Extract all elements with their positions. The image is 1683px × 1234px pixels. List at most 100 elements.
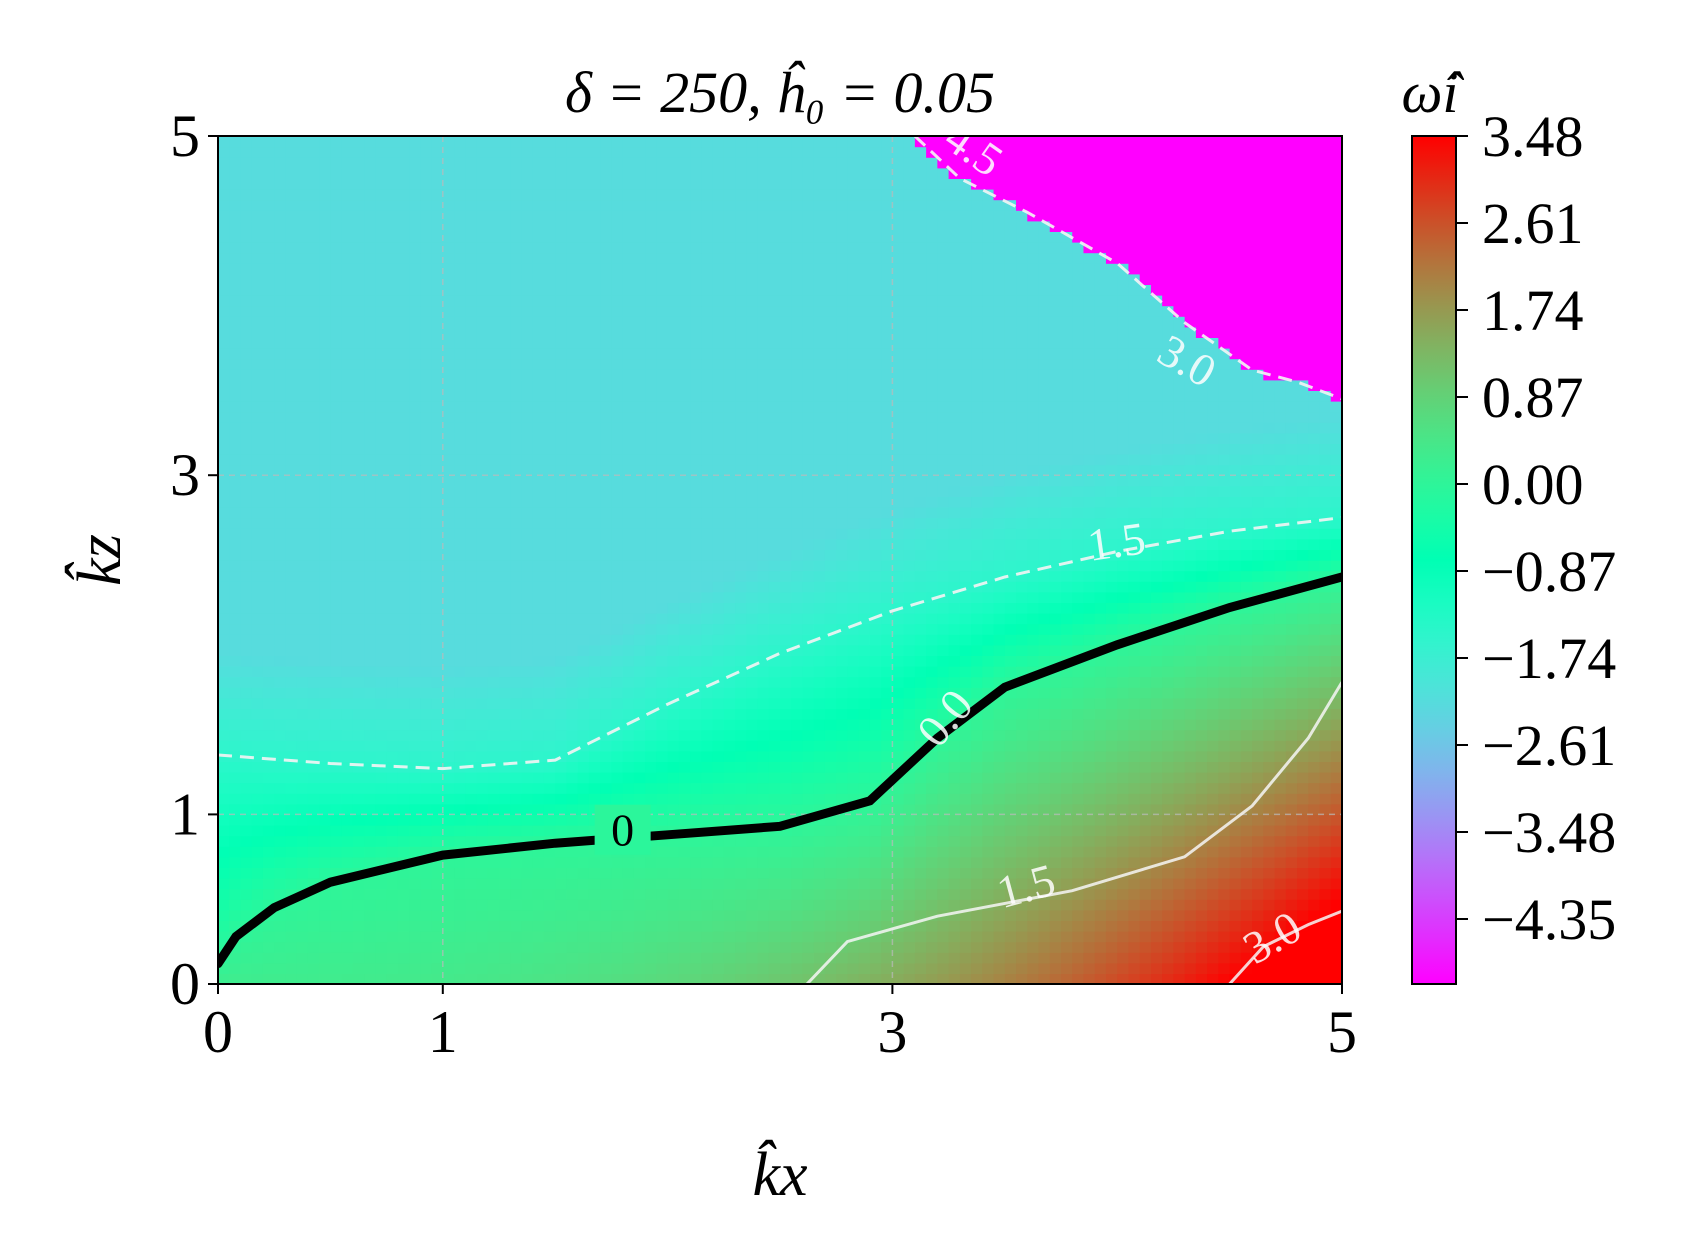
heatmap-cell [836, 507, 849, 519]
heatmap-cell [307, 602, 320, 614]
heatmap-cell [1252, 538, 1264, 550]
heatmap-cell [1297, 803, 1309, 815]
heatmap-cell [454, 729, 466, 741]
heatmap-cell [1240, 835, 1253, 847]
heatmap-cell [847, 602, 860, 614]
heatmap-cell [1252, 803, 1264, 815]
heatmap-cell [499, 899, 511, 911]
heatmap-cell [1263, 613, 1276, 625]
heatmap-cell [251, 761, 264, 773]
heatmap-cell [555, 740, 568, 752]
heatmap-cell [633, 687, 646, 699]
heatmap-cell [926, 814, 938, 826]
heatmap-cell [397, 581, 410, 593]
heatmap-cell [858, 538, 871, 550]
heatmap-cell [1184, 973, 1197, 984]
heatmap-cell [1330, 931, 1342, 943]
heatmap-cell [476, 729, 489, 741]
heatmap-cell [420, 814, 433, 826]
heatmap-cell [555, 560, 568, 572]
heatmap-cell [1105, 507, 1118, 519]
heatmap-cell [409, 931, 421, 943]
heatmap-cell [959, 962, 972, 974]
heatmap-cell [914, 941, 927, 953]
heatmap-cell [442, 814, 455, 826]
heatmap-cell [1004, 517, 1017, 529]
heatmap-cell [1004, 793, 1017, 805]
heatmap-cell [1195, 538, 1208, 550]
heatmap-cell [780, 803, 792, 815]
heatmap-cell [1319, 644, 1332, 656]
heatmap-cell [903, 803, 916, 815]
heatmap-cell [1207, 560, 1219, 572]
heatmap-cell [768, 962, 781, 974]
heatmap-cell [1207, 623, 1219, 635]
heatmap-cell [1162, 835, 1174, 847]
heatmap-cell [454, 825, 466, 837]
heatmap-cell [1150, 581, 1163, 593]
heatmap-cell [780, 761, 792, 773]
heatmap-cell [577, 655, 590, 667]
heatmap-cell [1049, 899, 1062, 911]
heatmap-cell [690, 613, 702, 625]
heatmap-cell [1016, 952, 1028, 964]
heatmap-cell [1319, 517, 1332, 529]
heatmap-cell [364, 496, 376, 508]
heatmap-cell [1240, 644, 1253, 656]
heatmap-cell [757, 708, 770, 720]
heatmap-cell [780, 623, 792, 635]
heatmap-cell [892, 761, 905, 773]
heatmap-cell [746, 644, 759, 656]
heatmap-cell [645, 602, 657, 614]
heatmap-cell [1240, 560, 1253, 572]
heatmap-cell [588, 909, 601, 921]
heatmap-cell [588, 634, 601, 646]
heatmap-cell [262, 634, 275, 646]
heatmap-cell [577, 538, 590, 550]
heatmap-cell [1049, 941, 1062, 953]
heatmap-cell [364, 475, 376, 487]
heatmap-cell [892, 634, 905, 646]
heatmap-cell [858, 697, 871, 709]
heatmap-cell [1139, 973, 1152, 984]
heatmap-cell [442, 856, 455, 868]
heatmap-cell [218, 814, 230, 826]
heatmap-cell [352, 687, 365, 699]
heatmap-cell [510, 920, 523, 932]
heatmap-cell [543, 560, 556, 572]
heatmap-cell [971, 676, 983, 688]
heatmap-cell [690, 676, 702, 688]
heatmap-cell [1184, 634, 1197, 646]
heatmap-cell [1004, 878, 1017, 890]
heatmap-cell [1139, 464, 1152, 476]
heatmap-cell [454, 952, 466, 964]
heatmap-cell [386, 464, 399, 476]
heatmap-cell [409, 782, 421, 794]
heatmap-cell [971, 856, 983, 868]
heatmap-cell [566, 909, 579, 921]
heatmap-cell [948, 941, 961, 953]
heatmap-cell [454, 899, 466, 911]
heatmap-cell [330, 560, 343, 572]
heatmap-cell [1150, 825, 1163, 837]
heatmap-cell [926, 782, 938, 794]
heatmap-cell [1128, 613, 1141, 625]
heatmap-cell [757, 719, 770, 731]
heatmap-cell [487, 952, 500, 964]
heatmap-cell [690, 644, 702, 656]
heatmap-cell [499, 941, 511, 953]
heatmap-cell [780, 782, 792, 794]
heatmap-cell [487, 973, 500, 984]
heatmap-cell [937, 825, 950, 837]
heatmap-cell [476, 528, 489, 540]
heatmap-cell [543, 888, 556, 900]
heatmap-cell [757, 517, 770, 529]
heatmap-cell [1027, 772, 1040, 784]
heatmap-cell [521, 623, 534, 635]
heatmap-cell [543, 581, 556, 593]
heatmap-cell [409, 952, 421, 964]
heatmap-cell [723, 952, 736, 964]
heatmap-cell [1094, 750, 1107, 762]
heatmap-cell [1117, 920, 1130, 932]
